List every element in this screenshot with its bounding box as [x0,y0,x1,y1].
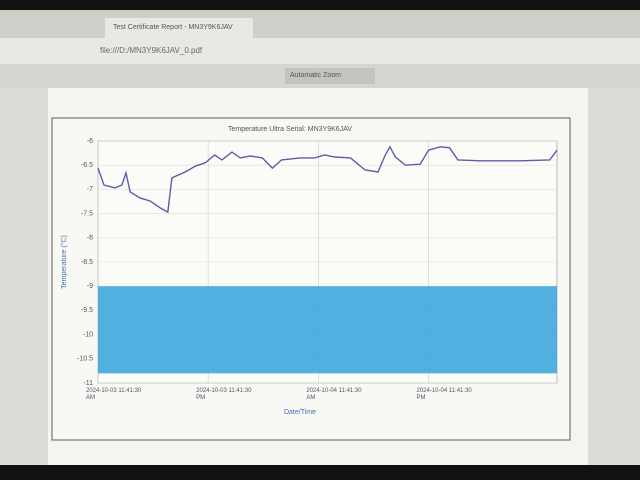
y-tick-label: -11 [83,380,93,387]
y-tick-label: -9 [87,283,93,290]
url-bar: file:///D:/MN3Y9K6JAV_0.pdf [0,38,640,64]
y-tick-label: -6 [87,138,93,145]
url[interactable]: file:///D:/MN3Y9K6JAV_0.pdf [100,46,203,55]
band [98,286,557,374]
zoom-select[interactable]: Automatic Zoom [285,68,375,84]
y-tick-label: -7.5 [81,210,93,217]
y-axis-label: Temperature (°C) [60,235,68,289]
y-tick-label: -6.5 [81,162,93,169]
x-tick-label: 2024-10-03 11:41:30 PM [196,388,252,401]
y-tick-label: -8 [87,235,93,242]
x-tick-label: 2024-10-04 11:41:30 AM [306,388,362,401]
chart: Temperature Ultra Serial: MN3Y9K6JAV Tem… [51,117,571,441]
y-tick-label: -7 [87,186,93,193]
chart-title: Temperature Ultra Serial: MN3Y9K6JAV [228,126,352,133]
tab-bar: Test Certificate Report - MN3Y9K6JAV [0,10,640,38]
y-tick-label: -10 [83,331,93,338]
tab[interactable]: Test Certificate Report - MN3Y9K6JAV [105,18,253,38]
x-tick-label: 2024-10-04 11:41:30 PM [416,388,472,401]
y-tick-label: -9.5 [81,307,93,314]
screen: Test Certificate Report - MN3Y9K6JAV fil… [0,10,640,465]
x-axis-label: Date/Time [284,409,316,416]
y-tick-label: -10.5 [77,356,93,363]
x-tick-label: 2024-10-03 11:41:30 AM [86,388,142,401]
y-tick-label: -8.5 [81,259,93,266]
pdf-toolbar: Automatic Zoom [0,64,640,88]
line [97,145,558,214]
